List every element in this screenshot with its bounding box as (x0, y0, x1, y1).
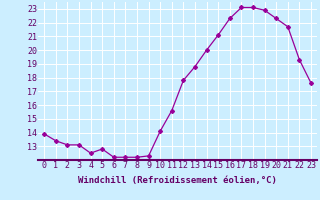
X-axis label: Windchill (Refroidissement éolien,°C): Windchill (Refroidissement éolien,°C) (78, 176, 277, 185)
